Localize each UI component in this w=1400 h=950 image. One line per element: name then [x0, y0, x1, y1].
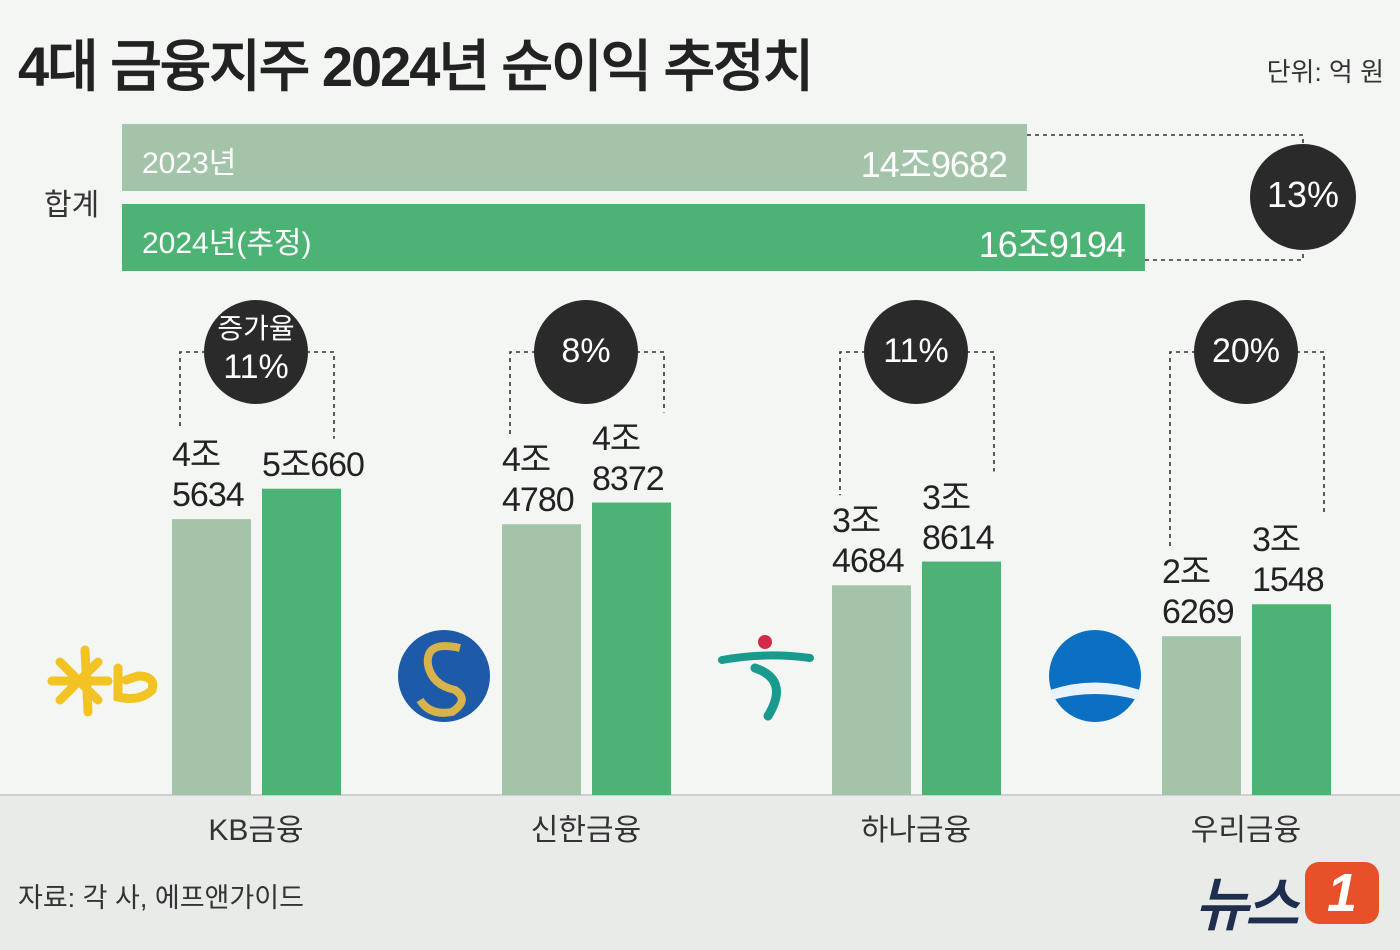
- growth-badge: [1250, 144, 1356, 250]
- value-label: 2조 6269: [1162, 553, 1235, 632]
- growth-badge: [534, 300, 638, 404]
- hana-logo: [718, 635, 814, 721]
- bar: [502, 524, 581, 795]
- growth-badge: [864, 300, 968, 404]
- x-tick-label: KB금융: [208, 814, 304, 847]
- bar: [262, 488, 341, 795]
- growth-title: 증가율: [217, 313, 295, 344]
- total-value-label: 16조9194: [978, 224, 1126, 265]
- total-series-name: 2023년: [142, 147, 237, 180]
- growth-label: 8%: [561, 332, 611, 370]
- growth-badge: [1194, 300, 1298, 404]
- value-label: 4조 4780: [502, 441, 575, 520]
- value-label: 3조 4684: [832, 502, 905, 581]
- value-label: 3조 8614: [922, 478, 995, 557]
- value-label: 3조 1548: [1252, 521, 1325, 600]
- x-tick-label: 우리금융: [1190, 814, 1302, 847]
- growth-bracket: [839, 351, 995, 496]
- growth-label: 11%: [223, 348, 289, 386]
- total-series-name: 2024년(추정): [142, 227, 312, 260]
- x-tick-label: 하나금융: [860, 814, 972, 847]
- growth-label: 11%: [883, 332, 949, 370]
- bar: [922, 561, 1001, 795]
- woori-logo: [1049, 630, 1141, 722]
- total-bar: [122, 204, 1145, 271]
- kb-logo: [47, 645, 158, 717]
- bar: [1162, 636, 1241, 795]
- brand-logo-text: 뉴스: [1195, 873, 1299, 938]
- growth-badge: [204, 300, 308, 404]
- total-value-label: 14조9682: [860, 144, 1008, 185]
- source-note: 자료: 각 사, 에프앤가이드: [18, 883, 304, 913]
- ground: [0, 795, 1400, 950]
- bar: [1252, 604, 1331, 795]
- bar: [592, 502, 671, 795]
- total-label: 합계: [44, 189, 100, 222]
- brand-logo-badge: 1: [1305, 862, 1379, 924]
- x-tick-label: 신한금융: [530, 814, 642, 847]
- value-label: 5조660: [262, 445, 365, 484]
- growth-label: 20%: [1211, 332, 1281, 370]
- total-bar: [122, 124, 1027, 191]
- value-label: 4조 8372: [592, 419, 665, 498]
- growth-bracket: [509, 351, 665, 435]
- chart-title: 4대 금융지주 2024년 순이익 추정치: [18, 35, 814, 98]
- value-label: 4조 5634: [172, 436, 245, 515]
- growth-bracket: [179, 351, 335, 439]
- growth-bracket: [1169, 351, 1325, 547]
- bar: [172, 519, 251, 795]
- growth-label: 13%: [1266, 174, 1340, 215]
- unit-note: 단위: 억 원: [1266, 57, 1384, 87]
- shinhan-logo: [398, 630, 490, 722]
- bar: [832, 585, 911, 795]
